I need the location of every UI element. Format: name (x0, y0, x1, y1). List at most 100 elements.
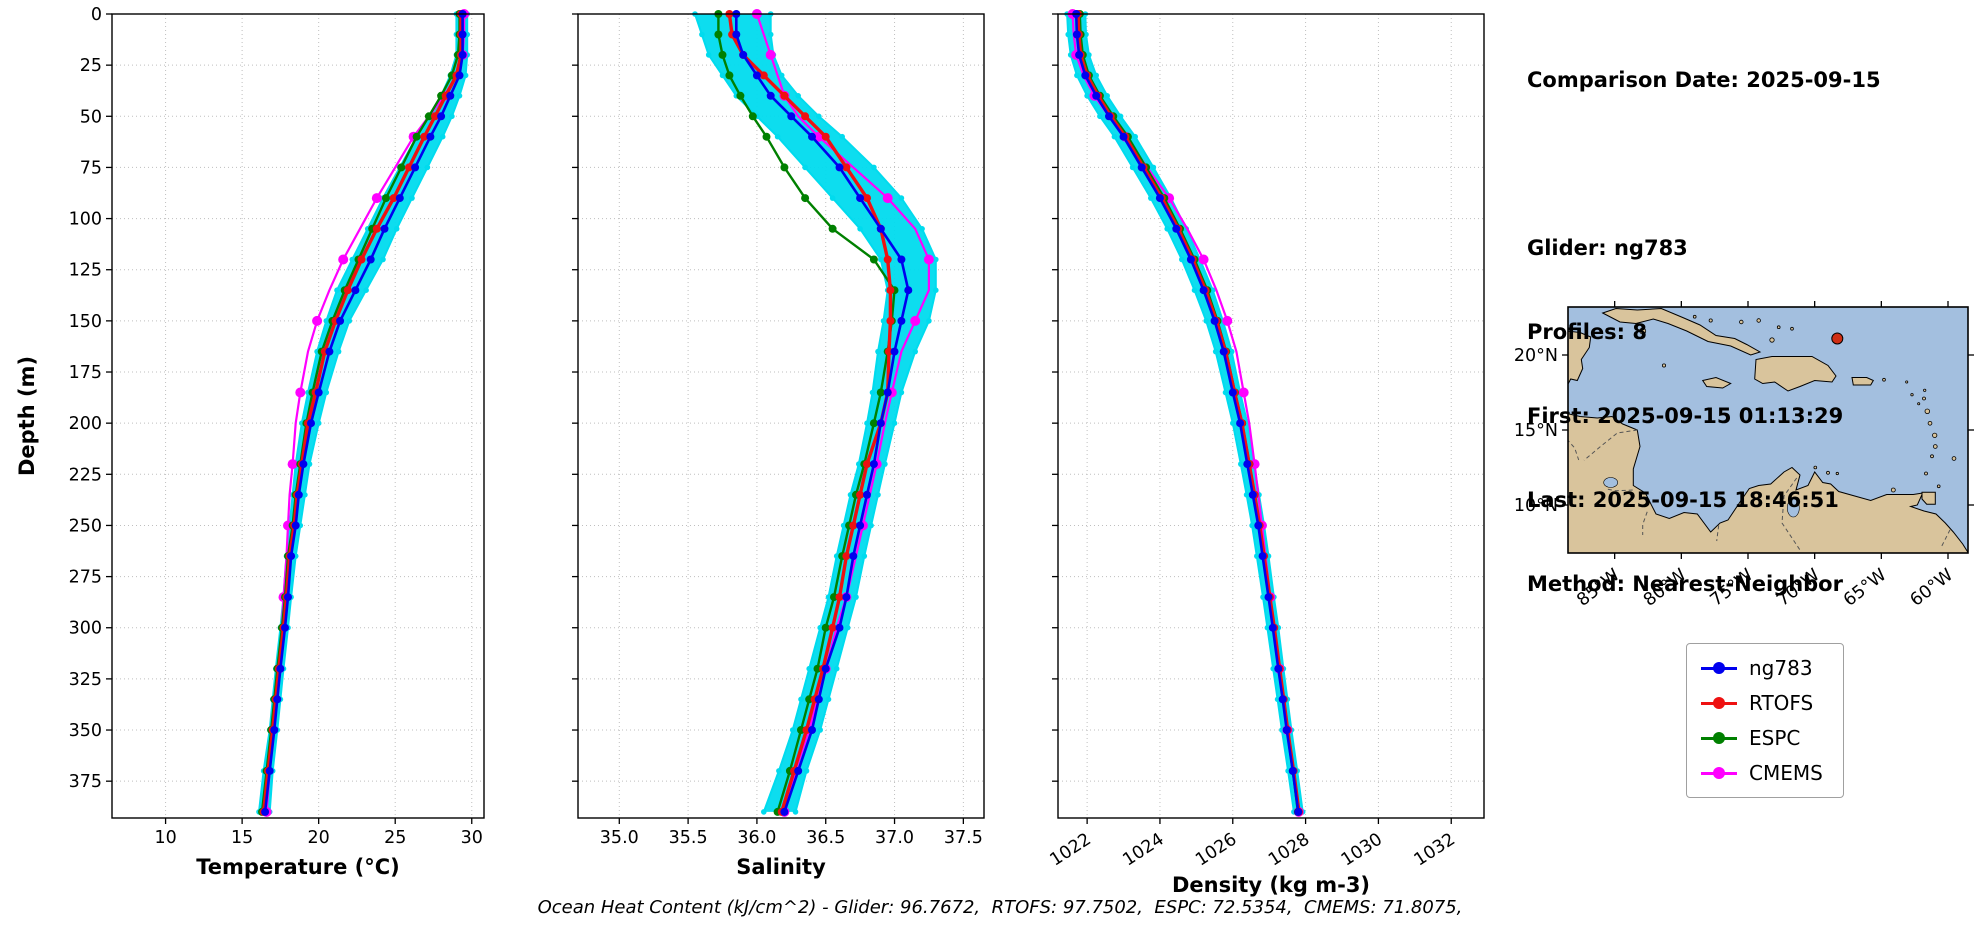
ESPC-marker (813, 664, 822, 673)
ng783-marker (437, 112, 446, 121)
RTOFS-marker (431, 112, 439, 121)
ng783-marker (1288, 766, 1297, 775)
island (1739, 319, 1744, 325)
svg-text:150: 150 (69, 312, 102, 332)
legend-item-cmems: CMEMS (1701, 761, 1823, 785)
latitude-tick-label: 20°N (1514, 346, 1558, 366)
ng783-marker (395, 194, 404, 203)
ng783-marker (1274, 664, 1283, 673)
ng783-marker (1264, 593, 1273, 602)
RTOFS-marker (828, 623, 837, 632)
ng783-marker (1172, 224, 1181, 233)
svg-text:275: 275 (69, 568, 102, 588)
ng783-marker (897, 255, 906, 264)
ng783-marker (284, 593, 292, 602)
ng783-marker (876, 419, 885, 428)
legend-line-marker-icon (1701, 697, 1737, 709)
ng783-marker (876, 224, 885, 233)
CMEMS-marker (923, 254, 934, 265)
island (1910, 393, 1914, 397)
ng783-marker (1072, 30, 1081, 39)
comparison-info: Comparison Date: 2025-09-15 Glider: ng78… (1527, 10, 1881, 654)
density-axis-label: Density (kg m-3) (1172, 873, 1370, 897)
ng783-marker (273, 695, 282, 704)
CMEMS-marker (338, 254, 349, 265)
CMEMS-marker (882, 193, 893, 204)
ng783-marker (426, 132, 435, 141)
glider-profiles-band (1067, 14, 1303, 812)
ng783-marker (835, 623, 844, 632)
svg-text:10: 10 (154, 828, 176, 848)
island (1769, 337, 1775, 343)
country-border (1781, 477, 1801, 551)
ocean-heat-content-caption: Ocean Heat Content (kJ/cm^2) - Glider: 9… (537, 897, 1463, 918)
ng783-marker (294, 490, 303, 499)
comparison-method: Method: Nearest-Neighbor (1527, 572, 1843, 596)
ng783-marker (1219, 347, 1228, 356)
ESPC-marker (412, 132, 421, 141)
island (1951, 456, 1957, 461)
svg-text:225: 225 (69, 465, 102, 485)
ESPC-marker (828, 224, 837, 233)
comparison-date: Comparison Date: 2025-09-15 (1527, 68, 1881, 92)
island (1936, 484, 1941, 489)
svg-text:1022: 1022 (1047, 829, 1095, 870)
ESPC-marker (821, 623, 830, 632)
CMEMS-line (1071, 13, 1300, 813)
island (1890, 487, 1896, 493)
ESPC-marker (869, 255, 878, 264)
ng783-marker (458, 50, 467, 59)
legend-item-espc: ESPC (1701, 726, 1823, 750)
svg-text:35.0: 35.0 (600, 828, 639, 848)
ng783-marker (808, 132, 816, 141)
ng783-marker (856, 521, 865, 530)
island (1923, 388, 1927, 392)
RTOFS-marker (856, 490, 865, 499)
island (1917, 402, 1921, 406)
CMEMS-marker (1198, 254, 1209, 265)
ESPC-marker (780, 163, 789, 172)
legend-label: ESPC (1749, 726, 1801, 750)
CMEMS-marker (312, 315, 323, 326)
svg-text:1026: 1026 (1192, 829, 1240, 870)
island (1790, 326, 1794, 331)
svg-text:30: 30 (461, 828, 483, 848)
svg-text:1024: 1024 (1119, 829, 1167, 870)
legend-item-rtofs: RTOFS (1701, 691, 1823, 715)
RTOFS-marker (802, 726, 811, 734)
ng783-marker (869, 460, 878, 469)
latitude-tick-label: 10°N (1514, 496, 1558, 516)
ng783-marker (849, 552, 858, 561)
ESPC-marker (736, 91, 745, 100)
island (1922, 396, 1926, 401)
ng783-marker (325, 347, 334, 356)
island (1639, 327, 1647, 335)
island (1813, 465, 1818, 470)
RTOFS-marker (821, 132, 830, 141)
ng783-marker (890, 347, 899, 356)
RTOFS-marker (780, 91, 789, 100)
svg-text:25: 25 (80, 56, 102, 76)
ng783-marker (1243, 460, 1252, 469)
ESPC-marker (424, 112, 433, 121)
RTOFS-marker (405, 163, 413, 172)
island (1932, 432, 1938, 438)
RTOFS-marker (759, 71, 768, 80)
legend-line-marker-icon (1701, 732, 1737, 744)
RTOFS-marker (343, 286, 352, 295)
ng783-marker (883, 388, 892, 397)
glider-profile-line (1066, 13, 1295, 813)
ng783-marker (1254, 521, 1263, 530)
ng783-marker (380, 224, 389, 233)
RTOFS-marker (389, 194, 398, 203)
svg-text:1032: 1032 (1411, 829, 1459, 870)
ng783-marker (299, 460, 308, 469)
ng783-marker (1258, 552, 1267, 561)
ESPC-marker (869, 419, 878, 428)
ng783-marker (1092, 91, 1101, 100)
svg-text:25: 25 (384, 828, 406, 848)
ng783-marker (1228, 388, 1237, 397)
svg-text:1030: 1030 (1338, 829, 1386, 870)
CMEMS-marker (295, 387, 306, 398)
ESPC-marker (801, 194, 810, 203)
